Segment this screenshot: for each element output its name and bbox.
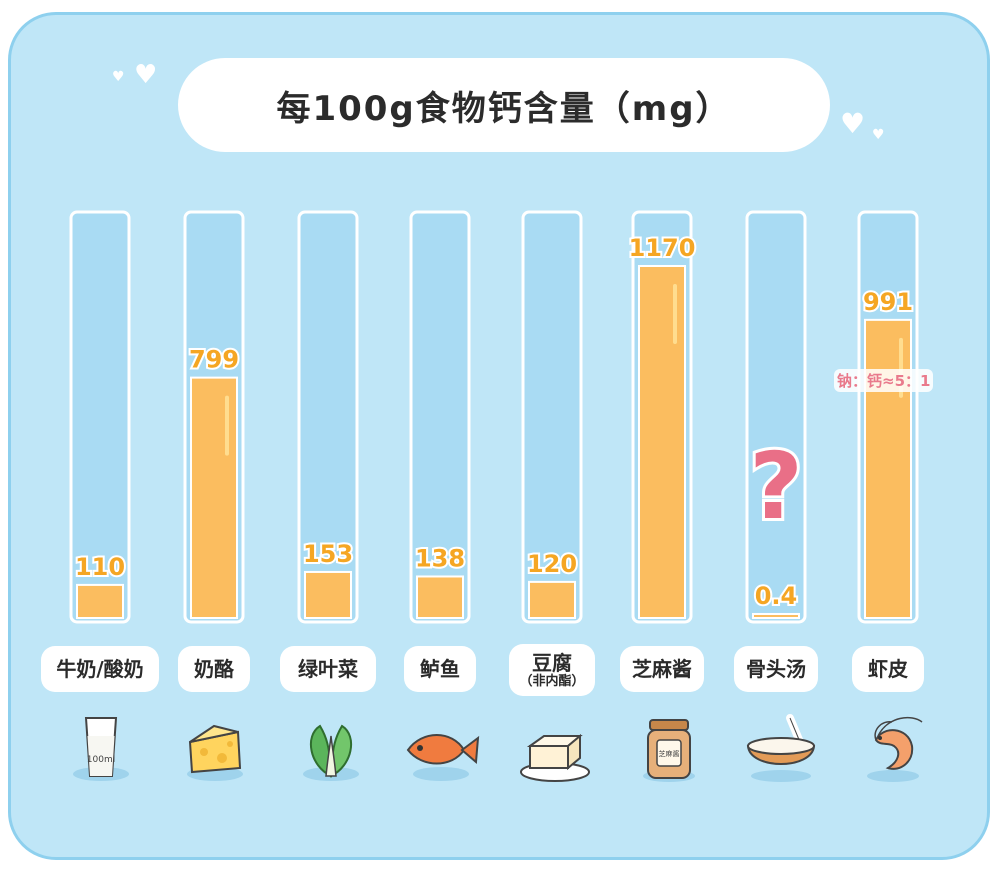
bone-soup-bowl-icon — [746, 714, 816, 782]
dried-shrimp-icon — [867, 716, 923, 782]
leafy-greens-icon — [303, 724, 359, 781]
category-sublabel-text: （非内酯） — [519, 673, 585, 689]
category-label-text: 豆腐 — [532, 650, 572, 675]
category-label-text: 鲈鱼 — [420, 657, 460, 681]
value-label-7: 991 — [863, 288, 913, 316]
bar-3 — [416, 575, 464, 620]
sesame-paste-jar-icon: 芝麻酱 — [643, 719, 695, 782]
bar-track — [69, 210, 131, 624]
value-label-2: 153 — [303, 540, 353, 568]
category-label: 骨头汤 — [734, 646, 818, 692]
heart-decoration-icon: ♥ — [134, 60, 158, 90]
chart-frame — [8, 12, 990, 860]
value-label-5: 1170 — [629, 234, 696, 262]
bar-highlight — [225, 395, 229, 456]
category-label: 牛奶/酸奶 — [41, 646, 159, 692]
bar-track — [521, 210, 583, 624]
chart-title-pill: 每100g食物钙含量（mg） — [178, 58, 830, 152]
category-label-text: 骨头汤 — [746, 657, 806, 681]
bar-track — [297, 210, 359, 624]
category-label: 虾皮 — [852, 646, 924, 692]
bar-track — [409, 210, 471, 624]
category-label: 鲈鱼 — [404, 646, 476, 692]
bar-6 — [752, 613, 800, 619]
cheese-icon — [187, 724, 243, 781]
bar-4 — [528, 580, 576, 620]
milk-volume-label: 100ml — [87, 755, 115, 765]
bar-1 — [190, 376, 238, 619]
bar-2 — [304, 570, 352, 620]
value-label-0: 110 — [75, 553, 125, 581]
value-label-3: 138 — [415, 544, 465, 572]
heart-decoration-icon: ♥ — [840, 107, 866, 140]
bar-highlight — [673, 284, 677, 344]
category-label: 绿叶菜 — [280, 646, 376, 692]
fish-icon — [406, 734, 480, 781]
bar-0 — [76, 583, 124, 620]
question-mark-annotation: ? — [749, 433, 802, 540]
bar-5 — [638, 265, 686, 619]
category-label: 奶酪 — [178, 646, 250, 692]
chart-title: 每100g食物钙含量（mg） — [276, 88, 732, 129]
bar-track — [745, 210, 807, 624]
category-label-text: 奶酪 — [194, 657, 234, 681]
sodium-calcium-ratio-annotation: 钠：钙≈5：1 — [834, 369, 934, 392]
category-label-text: 牛奶/酸奶 — [56, 657, 144, 681]
category-label: 豆腐 （非内酯） — [509, 644, 595, 696]
value-label-6: 0.4 — [755, 582, 798, 610]
category-label-text: 芝麻酱 — [632, 657, 692, 681]
bar-7 — [864, 318, 912, 619]
category-label-text: 虾皮 — [868, 657, 908, 681]
sesame-jar-label: 芝麻酱 — [659, 749, 680, 758]
category-label-text: 绿叶菜 — [298, 657, 358, 681]
tofu-icon — [520, 733, 590, 782]
milk-glass-icon: 100ml — [73, 717, 129, 781]
category-label: 芝麻酱 — [620, 646, 704, 692]
heart-decoration-icon: ♥ — [872, 127, 885, 143]
value-label-4: 120 — [527, 550, 577, 578]
value-label-1: 799 — [189, 346, 239, 374]
heart-decoration-icon: ♥ — [112, 69, 125, 85]
